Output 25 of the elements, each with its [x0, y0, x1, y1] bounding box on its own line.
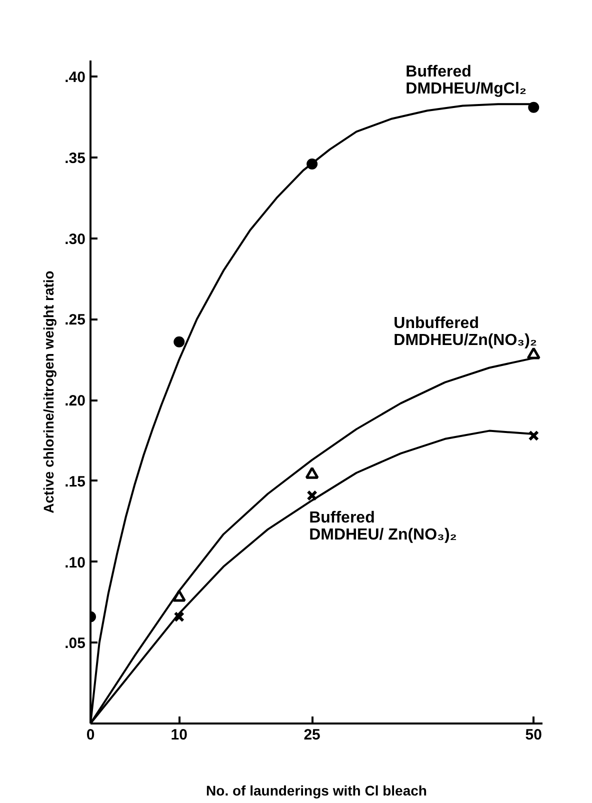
y-tick-label: .35	[64, 150, 86, 168]
y-tick-label: .25	[64, 312, 86, 329]
y-axis-title: Active chlorine/nitrogen weight ratio	[40, 270, 57, 514]
series-label: Buffered DMDHEU/MgCl₂	[406, 63, 527, 98]
y-tick-label: .05	[64, 635, 86, 652]
point	[305, 466, 319, 479]
x-tick-label: 50	[525, 726, 542, 744]
x-tick-label: 25	[304, 726, 320, 744]
x-tick-label: 10	[170, 726, 188, 744]
series-label: Buffered DMDHEU/ Zn(NO₃)₂	[309, 509, 457, 544]
x-tick-label: 0	[86, 726, 95, 744]
point	[528, 430, 540, 442]
point	[306, 490, 318, 501]
point	[172, 590, 186, 602]
x-axis-title: No. of launderings with Cl bleach	[206, 782, 427, 798]
point	[174, 611, 185, 622]
point	[526, 347, 540, 360]
y-tick-label: .15	[64, 473, 86, 490]
y-tick-label: .30	[64, 230, 86, 248]
y-tick-label: .40	[64, 69, 86, 86]
y-tick-label: .10	[64, 554, 86, 572]
y-tick-label: .20	[64, 392, 86, 410]
series-label: Unbuffered DMDHEU/Zn(NO₃)₂	[394, 314, 538, 349]
point	[174, 336, 185, 348]
point	[528, 102, 540, 113]
